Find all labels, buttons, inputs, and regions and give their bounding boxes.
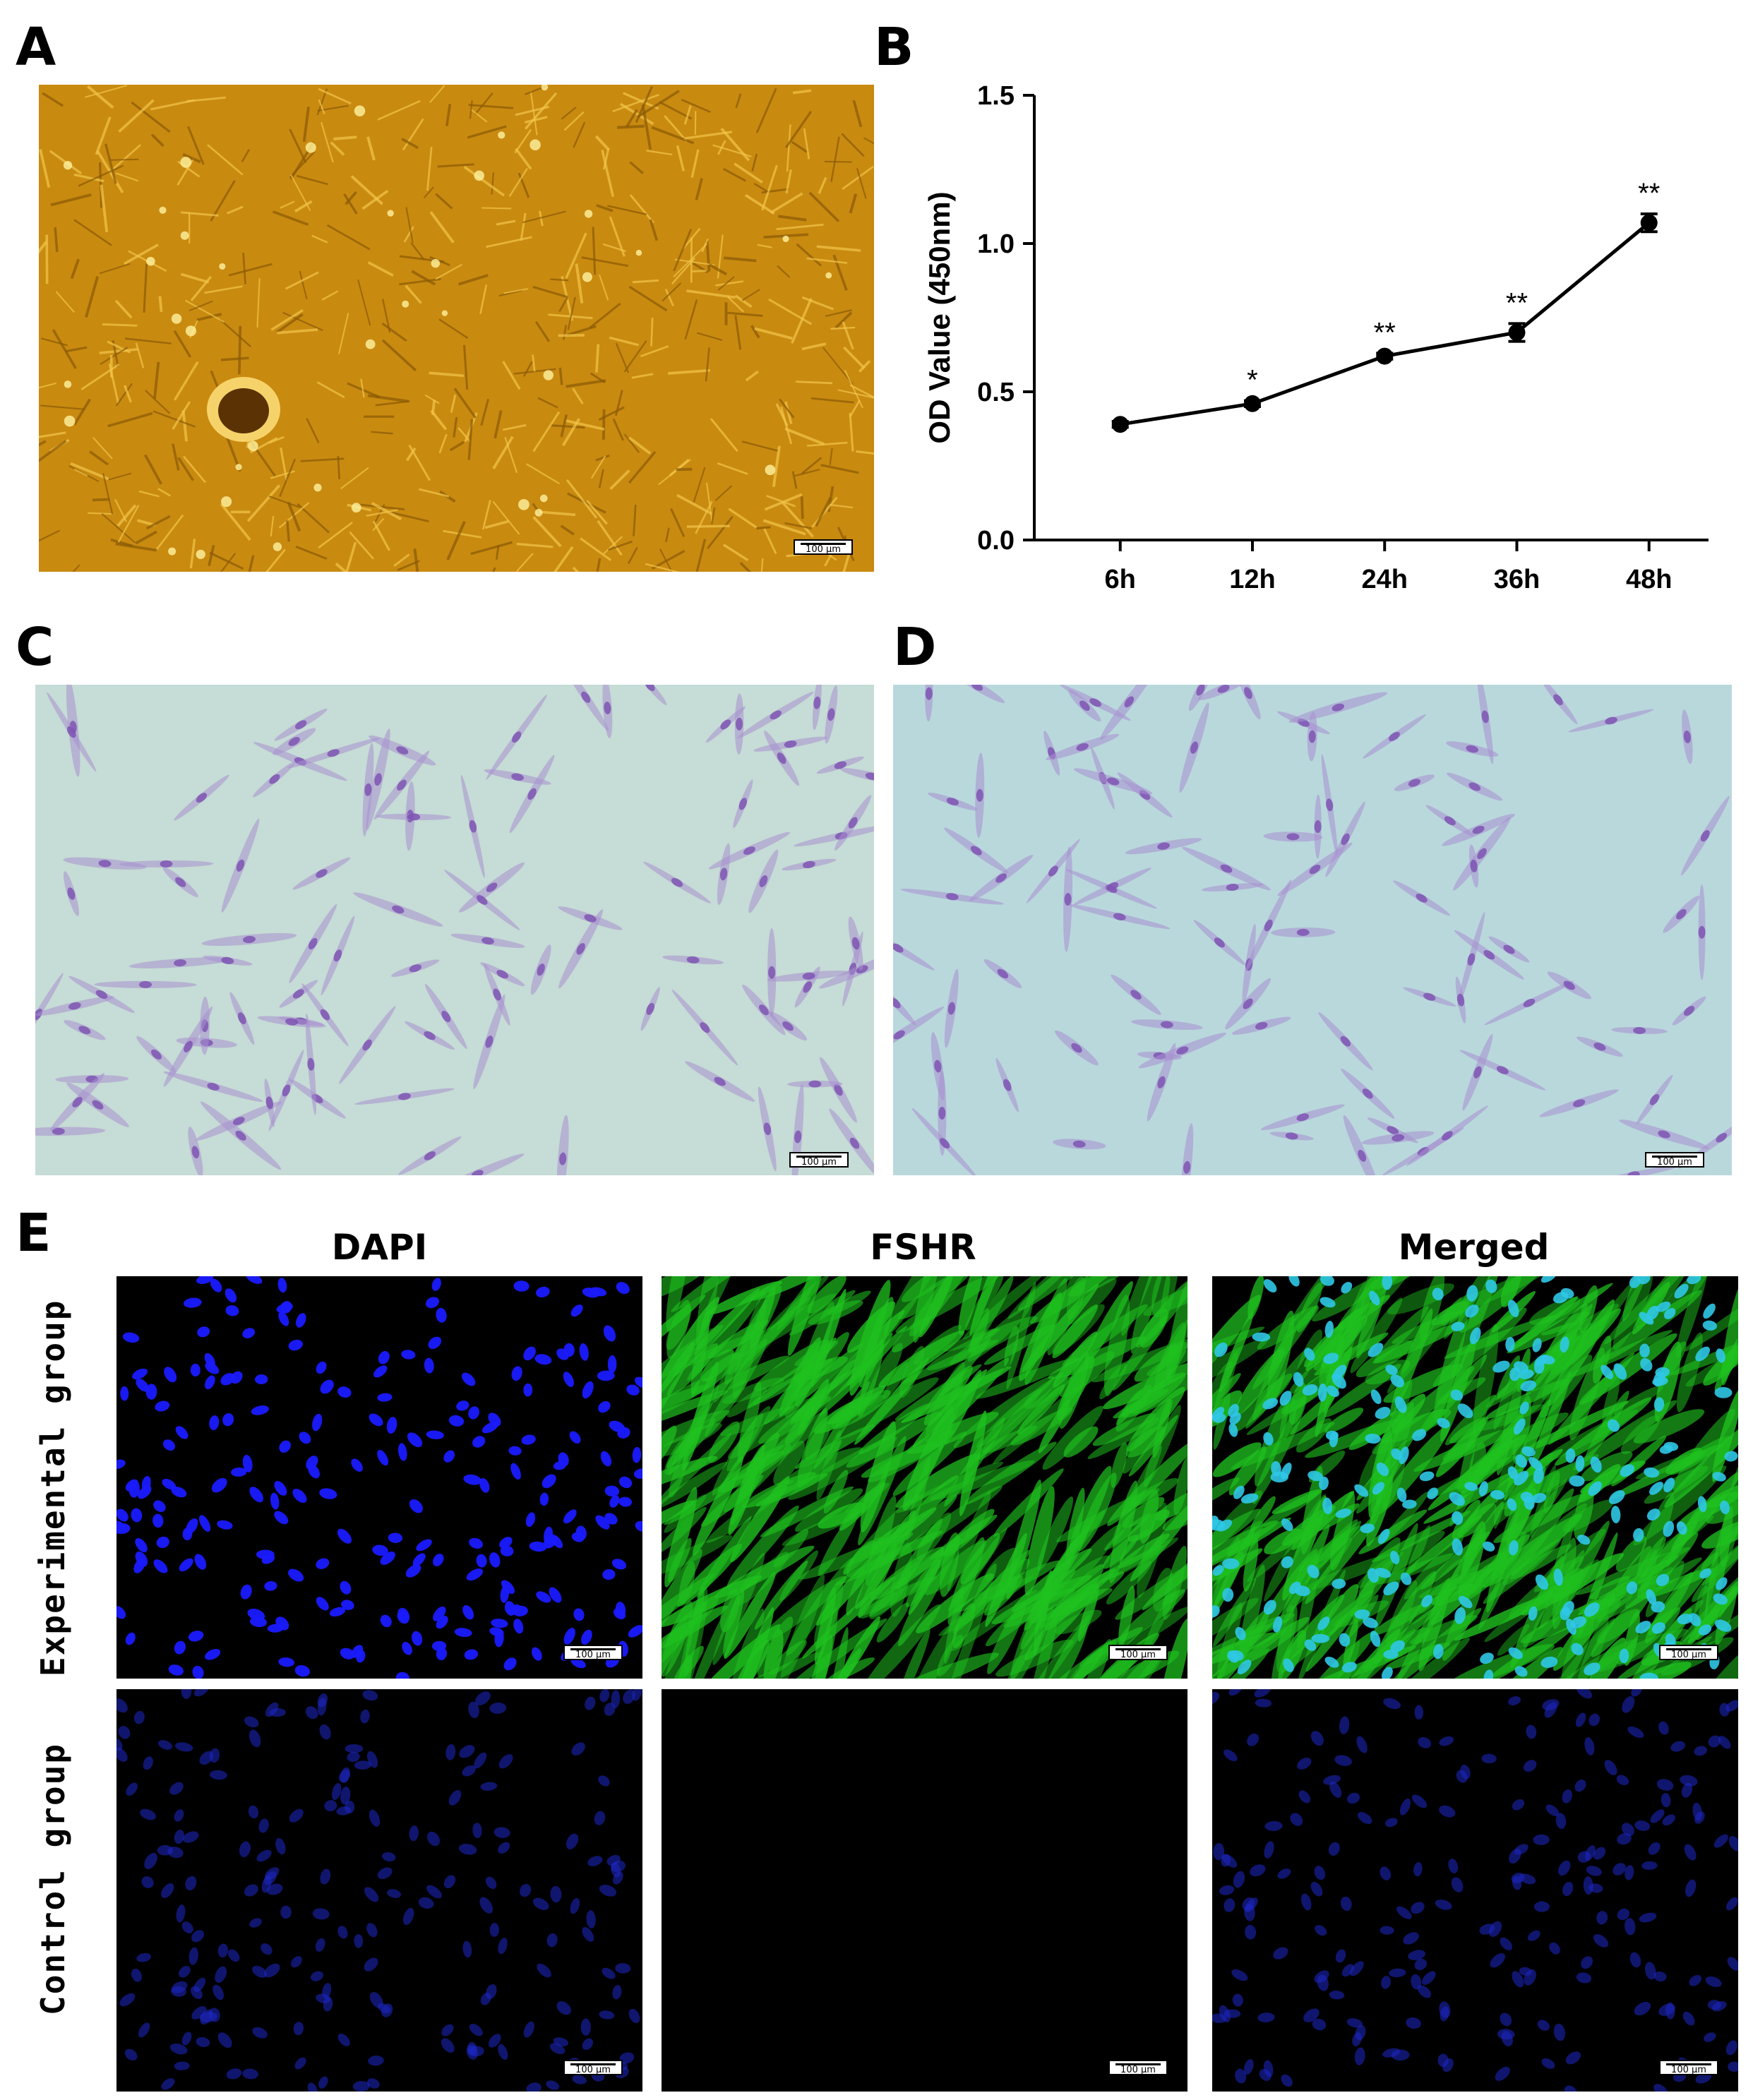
significance-label: ** <box>1638 178 1660 209</box>
scale-bar-e1: 100 µm <box>563 1645 623 1660</box>
control-fshr-image <box>662 1689 1187 2092</box>
stained-cells-micrograph-c <box>35 685 874 1175</box>
x-tick-label: 6h <box>1105 565 1136 594</box>
x-tick-label: 24h <box>1361 565 1407 594</box>
scale-bar-e4: 100 µm <box>563 2060 623 2075</box>
column-title-dapi: DAPI <box>331 1227 428 1268</box>
y-tick-label: 0.0 <box>977 526 1015 556</box>
row-title-control: Control group <box>34 1742 72 2015</box>
data-point <box>1376 347 1394 365</box>
panel-letter-a: A <box>16 17 56 78</box>
data-point <box>1111 416 1129 433</box>
x-tick-label: 12h <box>1229 565 1275 594</box>
data-point <box>1508 324 1526 341</box>
brightfield-micrograph <box>39 85 874 572</box>
scale-bar-e2: 100 µm <box>1108 1645 1168 1660</box>
column-title-merged: Merged <box>1398 1227 1550 1268</box>
row-title-experimental: Experimental group <box>34 1299 72 1677</box>
y-axis-label: OD Value (450nm) <box>923 191 956 443</box>
panel-letter-b: B <box>874 17 914 78</box>
control-dapi-image <box>116 1689 642 2092</box>
scale-bar-e5: 100 µm <box>1108 2060 1168 2075</box>
significance-label: ** <box>1374 317 1396 348</box>
experimental-fshr-image <box>662 1276 1187 1679</box>
panel-letter-e: E <box>16 1203 52 1264</box>
scale-bar-d: 100 µm <box>1645 1152 1704 1168</box>
scale-bar-e6: 100 µm <box>1659 2060 1718 2075</box>
scale-bar-a: 100 µm <box>794 539 853 555</box>
significance-label: * <box>1247 365 1258 396</box>
data-point <box>1640 214 1658 232</box>
scale-bar-e3: 100 µm <box>1659 1645 1718 1660</box>
control-merged-image <box>1212 1689 1738 2092</box>
experimental-dapi-image <box>116 1276 642 1679</box>
x-tick-label: 48h <box>1626 565 1672 594</box>
scale-bar-c: 100 µm <box>789 1152 849 1168</box>
panel-letter-d: D <box>893 617 937 678</box>
y-tick-label: 0.5 <box>977 378 1015 407</box>
panel-letter-c: C <box>16 617 54 678</box>
data-point <box>1243 395 1261 412</box>
experimental-merged-image <box>1212 1276 1738 1679</box>
significance-label: ** <box>1506 287 1528 318</box>
x-tick-label: 36h <box>1494 565 1540 594</box>
column-title-fshr: FSHR <box>870 1227 976 1268</box>
y-tick-label: 1.0 <box>977 229 1015 259</box>
stained-cells-micrograph-d <box>893 685 1732 1175</box>
y-tick-label: 1.5 <box>977 81 1015 111</box>
od-value-line-chart: 0.0 0.5 1.0 1.5 6h 12h 24h 36h 48h OD Value (450n… <box>923 81 1709 594</box>
